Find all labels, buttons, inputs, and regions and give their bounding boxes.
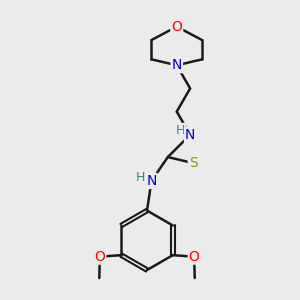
Text: H: H: [176, 124, 185, 137]
Text: O: O: [171, 20, 182, 34]
Text: N: N: [185, 128, 195, 142]
Text: H: H: [136, 171, 145, 184]
Text: N: N: [172, 58, 182, 72]
Text: O: O: [189, 250, 200, 264]
Text: N: N: [146, 174, 157, 188]
Text: O: O: [94, 250, 105, 264]
Text: S: S: [189, 156, 197, 170]
